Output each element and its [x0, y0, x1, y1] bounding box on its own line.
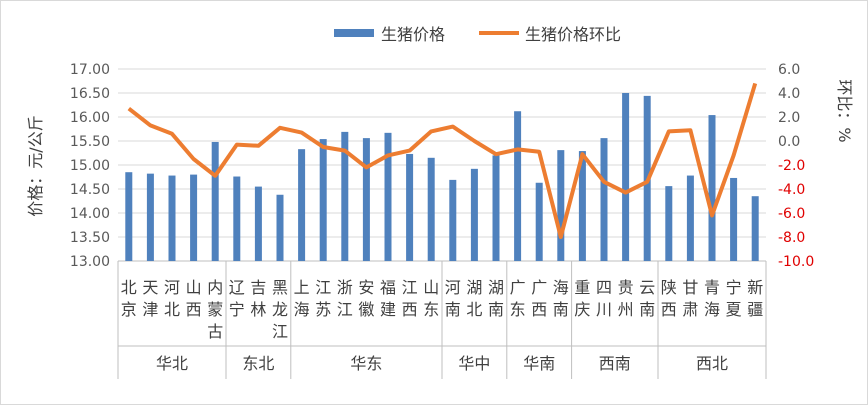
x-tick-label: 陕西 — [661, 278, 677, 319]
x-tick-label: 四川 — [596, 278, 612, 319]
bar-湖北 — [470, 168, 478, 261]
y-tick-label: 15.50 — [70, 134, 110, 150]
x-tick-label: 江苏 — [315, 278, 331, 319]
x-tick-label: 甘肃 — [682, 278, 698, 319]
x-tick-label: 天津 — [142, 278, 158, 319]
x-tick-label: 上海 — [294, 278, 310, 319]
x-tick-label: 内蒙古 — [207, 278, 223, 341]
y2-axis-title: 环比：% — [835, 79, 854, 142]
bar-上海 — [298, 149, 306, 261]
x-tick-label: 新疆 — [747, 278, 763, 319]
legend-label: 生猪价格环比 — [525, 25, 621, 44]
x-tick-label: 江西 — [402, 278, 418, 319]
bar-宁夏 — [730, 177, 738, 261]
legend-bar-swatch — [334, 29, 374, 37]
y2-tick-label: 6.0 — [778, 62, 800, 78]
x-tick-label: 福建 — [380, 278, 396, 319]
x-tick-label: 吉林 — [250, 278, 266, 319]
y-axis-title: 价格：元/公斤 — [26, 115, 45, 216]
y2-tick-label: -8.0 — [778, 230, 805, 246]
y-tick-label: 14.00 — [70, 206, 110, 222]
bar-贵州 — [622, 93, 630, 261]
bar-陕西 — [665, 186, 673, 261]
y2-tick-label: -2.0 — [778, 158, 805, 174]
y2-tick-label: 2.0 — [778, 110, 800, 126]
x-tick-label: 海南 — [553, 278, 569, 319]
group-label: 华北 — [156, 354, 188, 373]
group-label: 西南 — [599, 354, 631, 373]
y2-tick-label: -6.0 — [778, 206, 805, 222]
x-tick-label: 湖南 — [488, 278, 504, 319]
bar-山西 — [190, 174, 198, 261]
x-tick-label: 青海 — [704, 278, 720, 319]
x-tick-label: 贵州 — [618, 278, 634, 319]
bar-内蒙古 — [211, 141, 219, 261]
y2-tick-label: 4.0 — [778, 86, 800, 102]
x-tick-label: 广东 — [510, 278, 526, 319]
y-tick-label: 15.00 — [70, 158, 110, 174]
x-tick-label: 辽宁 — [229, 278, 245, 319]
x-tick-label: 广西 — [531, 278, 547, 319]
group-label: 华东 — [350, 354, 382, 373]
bar-湖南 — [492, 155, 500, 261]
bar-河南 — [449, 179, 457, 261]
bar-甘肃 — [686, 175, 694, 261]
bar-辽宁 — [233, 176, 241, 261]
bar-广东 — [514, 111, 522, 262]
x-tick-label: 云南 — [639, 278, 655, 319]
bar-天津 — [146, 173, 154, 261]
group-label: 西北 — [696, 354, 728, 373]
bar-河北 — [168, 175, 176, 261]
bar-浙江 — [341, 131, 349, 261]
bar-黑龙江 — [276, 194, 284, 261]
bar-山东 — [427, 157, 435, 261]
group-label: 华南 — [523, 354, 555, 373]
y-tick-label: 13.00 — [70, 254, 110, 270]
y2-tick-label: 0.0 — [778, 134, 800, 150]
bar-北京 — [125, 172, 133, 261]
y2-tick-label: -10.0 — [778, 254, 814, 270]
y-tick-label: 16.00 — [70, 110, 110, 126]
y2-tick-label: -4.0 — [778, 182, 805, 198]
x-tick-label: 黑龙江 — [272, 278, 288, 341]
legend-label: 生猪价格 — [381, 25, 445, 44]
y-tick-label: 17.00 — [70, 62, 110, 78]
group-label: 东北 — [242, 354, 274, 373]
x-tick-label: 山东 — [423, 278, 439, 319]
y-tick-label: 14.50 — [70, 182, 110, 198]
group-label: 华中 — [458, 354, 490, 373]
y-tick-label: 16.50 — [70, 86, 110, 102]
bar-四川 — [600, 138, 608, 261]
x-tick-label: 河南 — [445, 278, 461, 319]
bar-安徽 — [362, 138, 370, 261]
bar-海南 — [557, 150, 565, 261]
bar-江西 — [406, 153, 414, 261]
bar-新疆 — [751, 196, 759, 261]
x-tick-label: 河北 — [164, 278, 180, 319]
bar-广西 — [535, 182, 543, 261]
x-tick-label: 山西 — [186, 278, 202, 319]
x-tick-label: 安徽 — [358, 278, 374, 319]
bar-重庆 — [578, 151, 586, 261]
x-tick-label: 宁夏 — [726, 278, 742, 319]
y-tick-label: 13.50 — [70, 230, 110, 246]
x-tick-label: 湖北 — [466, 278, 482, 319]
x-tick-label: 重庆 — [574, 278, 590, 319]
x-tick-label: 北京 — [121, 278, 137, 319]
bar-福建 — [384, 132, 392, 261]
bar-青海 — [708, 115, 716, 261]
line-series — [127, 82, 758, 239]
bar-江苏 — [319, 139, 327, 261]
x-tick-label: 浙江 — [337, 278, 353, 319]
bar-吉林 — [254, 186, 262, 261]
